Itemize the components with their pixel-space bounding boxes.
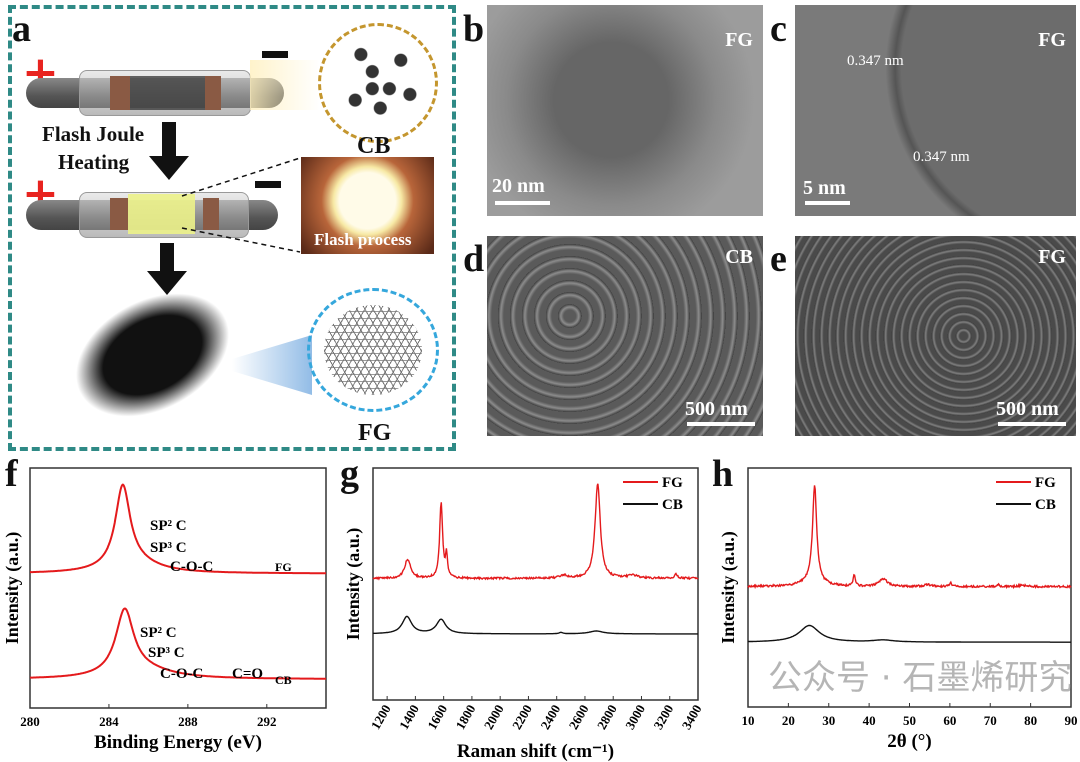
x-tick-label: 292 xyxy=(257,714,277,729)
series-line-cb xyxy=(748,626,1071,643)
x-tick-label: 2600 xyxy=(566,702,592,732)
charts-layer: 280 284 288 292 Binding Energy (eV) Intensity… xyxy=(0,0,1080,762)
x-tick-label: 70 xyxy=(984,713,997,728)
watermark: 公众号 · 石墨烯研究 xyxy=(768,660,1072,697)
series-line-cb xyxy=(373,616,698,634)
x-axis-label: Binding Energy (eV) xyxy=(94,732,262,753)
y-axis-label: Intensity (a.u.) xyxy=(343,528,364,641)
x-tick-label: 1800 xyxy=(453,702,479,732)
x-tick-label: 60 xyxy=(943,713,956,728)
x-tick-label: 3400 xyxy=(679,702,705,732)
x-tick-label: 2000 xyxy=(481,702,507,732)
y-axis-label: Intensity (a.u.) xyxy=(2,532,23,645)
x-tick-label: 1400 xyxy=(396,702,422,732)
plot-frame xyxy=(373,468,698,700)
chart-f: 280 284 288 292 Binding Energy (eV) Intensity… xyxy=(2,468,326,753)
x-tick-label: 2200 xyxy=(509,702,535,732)
x-tick-label: 40 xyxy=(863,713,876,728)
series-line-fg xyxy=(748,485,1071,587)
x-tick-label: 2800 xyxy=(594,702,620,732)
x-tick-label: 80 xyxy=(1024,713,1037,728)
legend-label: CB xyxy=(662,497,683,513)
x-tick-label: 284 xyxy=(99,714,119,729)
legend-label: CB xyxy=(1035,497,1056,513)
peak-annotation: SP² C xyxy=(150,518,187,534)
x-tick-label: 50 xyxy=(903,713,916,728)
x-tick-label: 30 xyxy=(822,713,835,728)
peak-annotation: C-O-C xyxy=(170,559,213,575)
x-tick-label: 90 xyxy=(1065,713,1078,728)
chart-h: 10 20 30 40 50 60 70 80 90 2θ (°) Intensity (a.u.)… xyxy=(718,468,1078,752)
x-tick-label: 2400 xyxy=(537,702,563,732)
x-tick-label: 280 xyxy=(20,714,40,729)
x-tick-label: 3200 xyxy=(650,702,676,732)
x-tick-label: 10 xyxy=(742,713,755,728)
peak-annotation: SP³ C xyxy=(150,540,187,556)
x-axis-label: 2θ (°) xyxy=(887,731,931,752)
x-tick-label: 3000 xyxy=(622,702,648,732)
peak-annotation: CB xyxy=(275,673,292,687)
peak-annotation: C-O-C xyxy=(160,666,203,682)
y-axis-label: Intensity (a.u.) xyxy=(718,531,739,644)
x-tick-label: 1600 xyxy=(424,702,450,732)
chart-g: 1200 1400 1600 1800 2000 2200 2400 2600 2800 3000… xyxy=(343,468,705,762)
peak-annotation: C=O xyxy=(232,666,263,682)
peak-annotation: SP³ C xyxy=(148,645,185,661)
series-line-fg xyxy=(373,484,698,579)
x-tick-label: 20 xyxy=(782,713,795,728)
legend-label: FG xyxy=(662,475,683,491)
x-axis-label: Raman shift (cm⁻¹) xyxy=(457,741,614,762)
x-tick-label: 1200 xyxy=(368,702,394,732)
x-tick-label: 288 xyxy=(178,714,198,729)
legend-label: FG xyxy=(1035,475,1056,491)
peak-annotation: FG xyxy=(275,560,292,574)
peak-annotation: SP² C xyxy=(140,625,177,641)
